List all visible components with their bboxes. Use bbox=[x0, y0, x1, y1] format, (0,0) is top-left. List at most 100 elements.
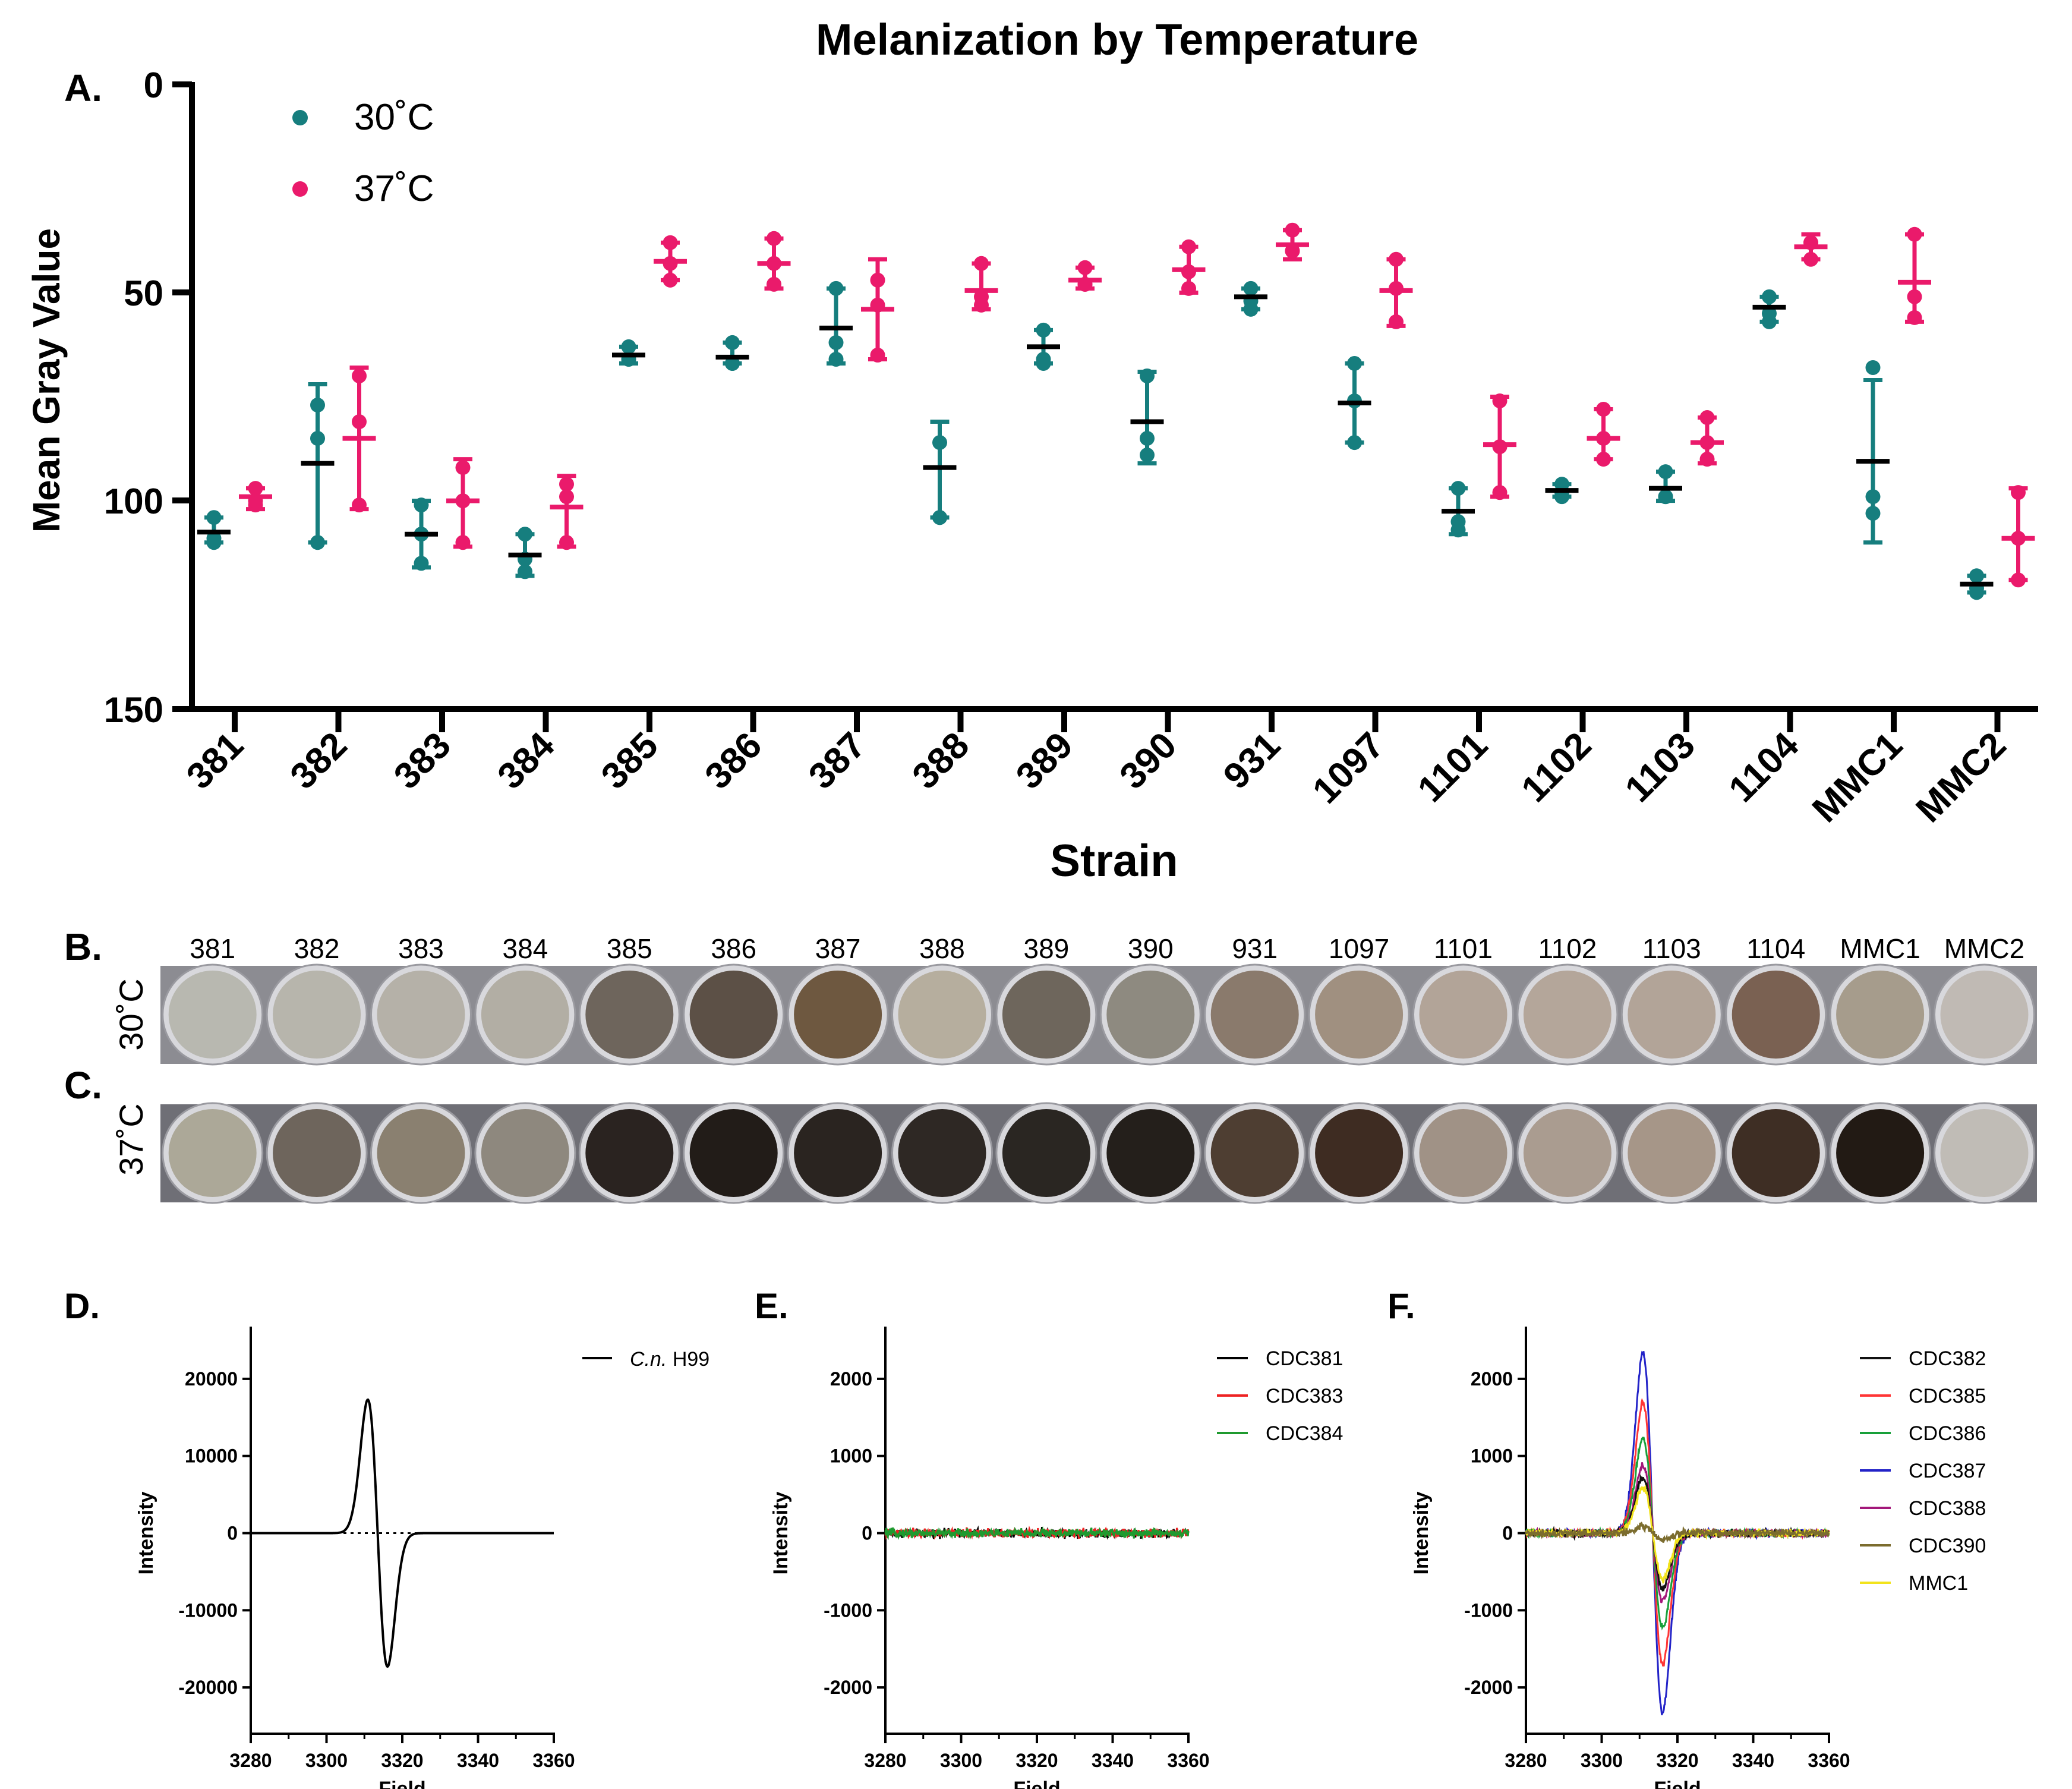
data-point bbox=[1450, 481, 1466, 496]
data-point bbox=[1865, 506, 1881, 521]
group-1102-30c bbox=[1545, 477, 1579, 505]
plate-label-387: 387 bbox=[815, 933, 861, 964]
well-1097-30c bbox=[1315, 971, 1404, 1059]
data-point bbox=[310, 535, 325, 550]
group-383-30c bbox=[405, 497, 438, 571]
legend-label-CDC384: CDC384 bbox=[1266, 1422, 1343, 1445]
y-axis-label: Intensity bbox=[769, 1492, 792, 1575]
data-point bbox=[767, 231, 781, 246]
group-383-37c bbox=[446, 457, 480, 550]
group-MMC1-30c bbox=[1856, 360, 1890, 545]
data-point bbox=[1077, 260, 1093, 275]
legend-label-CDC381: CDC381 bbox=[1266, 1347, 1343, 1370]
data-point bbox=[352, 368, 367, 383]
data-point bbox=[1243, 281, 1259, 296]
y-tick-label: 1000 bbox=[1471, 1445, 1513, 1467]
y-tick-label: -2000 bbox=[1464, 1677, 1513, 1698]
plate-label-390: 390 bbox=[1128, 933, 1174, 964]
data-point bbox=[1389, 314, 1404, 329]
row-label-30c: 30˚C bbox=[112, 978, 150, 1050]
legend-label-37c: 37˚C bbox=[354, 168, 434, 209]
data-point bbox=[1389, 251, 1404, 267]
group-1103-30c bbox=[1649, 464, 1682, 505]
panel-f-epr-chart: 2000 1000 0 -1000 -2000 3280 3300 3320 3340 3360 F… bbox=[1410, 1327, 1986, 1789]
data-point bbox=[870, 272, 885, 288]
plate-label-1101: 1101 bbox=[1434, 933, 1493, 964]
group-387-37c bbox=[861, 257, 894, 363]
data-point bbox=[206, 531, 222, 546]
well-MMC2-30c bbox=[1940, 971, 2029, 1059]
y-tick-label: 2000 bbox=[830, 1368, 872, 1390]
plate-label-382: 382 bbox=[294, 933, 340, 964]
y-tick-label: 2000 bbox=[1471, 1368, 1513, 1390]
y-tick-label: -2000 bbox=[824, 1677, 872, 1698]
group-1104-30c bbox=[1752, 289, 1786, 329]
x-tick-label: 3340 bbox=[457, 1750, 499, 1771]
legend-label-CDC390: CDC390 bbox=[1909, 1535, 1986, 1557]
plate-label-383: 383 bbox=[398, 933, 444, 964]
well-1097-37c bbox=[1315, 1109, 1404, 1197]
data-point bbox=[1140, 431, 1155, 446]
well-385-37c bbox=[585, 1109, 674, 1197]
well-1103-30c bbox=[1628, 971, 1716, 1059]
data-point bbox=[828, 335, 844, 350]
panel-label-f: F. bbox=[1387, 1286, 1415, 1326]
y-tick-label: -1000 bbox=[1464, 1599, 1513, 1621]
well-931-37c bbox=[1210, 1109, 1299, 1197]
legend-label-CDC387: CDC387 bbox=[1909, 1460, 1986, 1482]
well-387-37c bbox=[794, 1109, 882, 1197]
plate-label-1102: 1102 bbox=[1538, 933, 1597, 964]
group-382-37c bbox=[342, 365, 376, 513]
data-point bbox=[1347, 435, 1362, 451]
data-point bbox=[559, 489, 574, 505]
x-tick-label: 3340 bbox=[1092, 1750, 1134, 1771]
panel-a-data-marks bbox=[197, 222, 2035, 600]
plate-images: 381 382 383 384 385 386 387 388 389 390 931 1097 110… bbox=[160, 933, 2037, 1204]
data-point bbox=[663, 235, 678, 250]
x-tick-label: 3300 bbox=[1581, 1750, 1623, 1771]
plate-label-MMC1: MMC1 bbox=[1840, 933, 1920, 964]
data-point bbox=[932, 510, 947, 525]
group-385-37c bbox=[654, 235, 687, 288]
x-tick-label: 3300 bbox=[940, 1750, 982, 1771]
data-point bbox=[1492, 485, 1508, 500]
y-tick-label: 20000 bbox=[185, 1368, 238, 1390]
x-tick-label: 3280 bbox=[1505, 1750, 1547, 1771]
group-382-30c bbox=[301, 382, 335, 550]
well-387-30c bbox=[794, 971, 882, 1059]
chart-title: Melanization by Temperature bbox=[816, 15, 1418, 64]
group-388-37c bbox=[964, 256, 998, 313]
y-tick-label: -1000 bbox=[824, 1599, 872, 1621]
group-386-37c bbox=[757, 231, 791, 292]
well-389-30c bbox=[1002, 971, 1090, 1059]
data-point bbox=[1762, 314, 1777, 329]
group-931-30c bbox=[1234, 281, 1267, 317]
x-tick-label: 3320 bbox=[1656, 1750, 1698, 1771]
well-MMC1-30c bbox=[1836, 971, 1925, 1059]
data-point bbox=[1140, 368, 1155, 383]
well-382-30c bbox=[273, 971, 361, 1059]
well-1104-30c bbox=[1732, 971, 1820, 1059]
data-point bbox=[1699, 410, 1715, 426]
data-point bbox=[974, 289, 989, 304]
well-1102-30c bbox=[1523, 971, 1611, 1059]
data-point bbox=[1699, 452, 1715, 467]
well-382-37c bbox=[273, 1109, 361, 1197]
well-381-37c bbox=[168, 1109, 257, 1197]
plate-label-1097: 1097 bbox=[1329, 933, 1389, 964]
plate-label-1104: 1104 bbox=[1746, 933, 1805, 964]
x-tick-label: 3360 bbox=[1167, 1750, 1209, 1771]
plate-label-MMC2: MMC2 bbox=[1944, 933, 2024, 964]
data-point bbox=[725, 335, 740, 350]
y-tick-label: -20000 bbox=[178, 1677, 238, 1698]
group-1104-37c bbox=[1794, 232, 1828, 267]
data-point bbox=[1347, 355, 1362, 371]
data-point bbox=[663, 272, 678, 288]
group-MMC2-30c bbox=[1960, 568, 1994, 600]
data-point bbox=[725, 355, 740, 371]
well-386-37c bbox=[689, 1109, 778, 1197]
x-tick-label: 3280 bbox=[229, 1750, 272, 1771]
data-point bbox=[621, 339, 636, 354]
y-axis-label: Intensity bbox=[135, 1492, 157, 1575]
